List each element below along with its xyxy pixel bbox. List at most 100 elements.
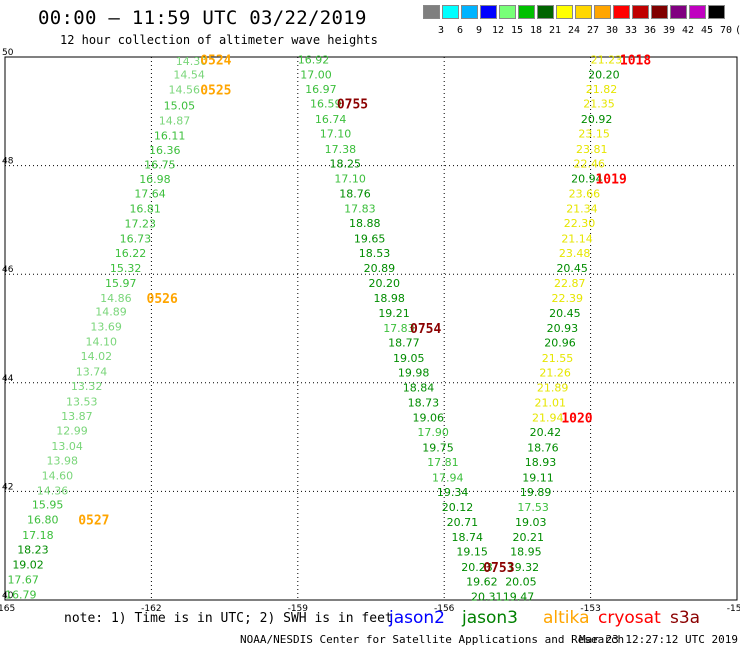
pass-time-label: 0525 (200, 84, 231, 99)
swh-value: 13.04 (51, 440, 83, 453)
pass-time-label: 1019 (595, 173, 626, 188)
swh-value: 16.98 (139, 173, 171, 186)
swh-value: 20.31 (471, 591, 503, 604)
swh-value: 17.67 (7, 573, 38, 586)
swh-value: 17.38 (325, 143, 357, 156)
swh-value: 16.92 (298, 54, 330, 67)
x-tick-label: -165 (0, 604, 15, 614)
swh-value: 22.46 (574, 157, 606, 170)
swh-value: 14.02 (81, 350, 113, 363)
swh-value: 17.90 (417, 426, 449, 439)
scale-swatch (442, 5, 459, 19)
scale-swatch (689, 5, 706, 19)
swh-value: 20.92 (581, 113, 613, 126)
scale-label: 36 (643, 25, 657, 36)
swh-value: 21.01 (534, 396, 566, 409)
swh-value: 20.12 (442, 501, 474, 514)
swh-value: 20.45 (556, 262, 588, 275)
legend-s3a: s3a (670, 608, 701, 628)
swh-value: 18.93 (525, 456, 557, 469)
swh-value: 22.30 (564, 217, 596, 230)
scale-label: 6 (456, 25, 464, 36)
swh-value: 19.03 (515, 516, 547, 529)
scale-swatch (632, 5, 649, 19)
swh-value: 18.53 (359, 247, 391, 260)
swh-value: 20.96 (544, 337, 576, 350)
swh-value: 21.55 (542, 352, 574, 365)
swh-value: 22.39 (552, 292, 584, 305)
y-tick-label: 50 (2, 48, 14, 58)
swh-value: 16.74 (315, 113, 347, 126)
swh-value: 16.11 (154, 130, 186, 143)
swh-value: 20.42 (530, 426, 562, 439)
swh-value: 19.32 (508, 561, 540, 574)
swh-value: 21.23 (591, 54, 623, 67)
pass-time-label: 0755 (337, 98, 368, 113)
scale-label: 27 (586, 25, 600, 36)
scale-label: 24 (567, 25, 581, 36)
swh-value: 13.74 (76, 365, 108, 378)
swh-value: 19.02 (12, 559, 44, 572)
swh-value: 14.86 (100, 292, 132, 305)
pass-time-label: 0527 (78, 514, 109, 529)
swh-value: 17.00 (300, 68, 332, 81)
scale-swatch (556, 5, 573, 19)
y-tick-label: 48 (2, 157, 14, 167)
swh-value: 21.35 (583, 98, 615, 111)
swh-value: 21.26 (539, 366, 571, 379)
y-tick-label: 44 (2, 374, 14, 384)
scale-label: 45 (700, 25, 714, 36)
swh-value: 13.32 (71, 380, 103, 393)
swh-value: 15.05 (164, 99, 196, 112)
swh-value: 20.23 (461, 561, 493, 574)
swh-value: 21.34 (566, 202, 598, 215)
swh-value: 19.11 (522, 471, 554, 484)
plot-frame (4, 56, 738, 601)
scale-swatch (670, 5, 687, 19)
swh-value: 17.53 (517, 501, 549, 514)
swh-value: 20.20 (369, 277, 401, 290)
swh-value: 14.87 (159, 115, 191, 128)
swh-value: 18.76 (339, 187, 371, 200)
swh-value: 14.30 (176, 55, 208, 68)
scale-label: 30 (605, 25, 619, 36)
scale-swatch (594, 5, 611, 19)
scale-swatch (708, 5, 725, 19)
scale-label: 39 (662, 25, 676, 36)
y-tick-label: 40 (2, 591, 14, 601)
scale-label: (ft) (735, 25, 740, 36)
chart-title: 00:00 – 11:59 UTC 03/22/2019 (38, 7, 367, 29)
swh-value: 17.10 (334, 173, 366, 186)
swh-value: 21.94 (532, 412, 564, 425)
scale-label: 42 (681, 25, 695, 36)
swh-value: 17.23 (125, 218, 157, 231)
swh-value: 17.18 (22, 529, 54, 542)
scale-swatch (480, 5, 497, 19)
swh-value: 23.66 (569, 187, 601, 200)
swh-value: 17.10 (320, 128, 352, 141)
scale-label: 15 (510, 25, 524, 36)
swh-value: 19.89 (520, 486, 552, 499)
credit-line: NOAA/NESDIS Center for Satellite Applica… (240, 633, 625, 646)
swh-value: 18.95 (510, 546, 541, 559)
legend-cryosat: cryosat (598, 608, 661, 628)
legend-altika: altika (543, 608, 590, 628)
scale-swatch (537, 5, 554, 19)
swh-value: 19.05 (393, 352, 425, 365)
swh-value: 12.99 (56, 425, 88, 438)
pass-time-label: 0754 (410, 322, 441, 337)
scale-swatch (461, 5, 478, 19)
pass-time-label: 0753 (483, 561, 514, 576)
swh-value: 17.94 (432, 471, 464, 484)
swh-value: 16.73 (120, 232, 151, 245)
swh-value: 20.21 (513, 531, 545, 544)
pass-time-label: 1020 (561, 412, 592, 427)
swh-value: 19.34 (437, 486, 469, 499)
scale-swatch (518, 5, 535, 19)
swh-value: 18.74 (452, 531, 484, 544)
swh-value: 19.15 (456, 546, 488, 559)
swh-value: 16.22 (115, 247, 147, 260)
swh-value: 13.98 (46, 454, 77, 467)
swh-value: 15.95 (32, 498, 64, 511)
